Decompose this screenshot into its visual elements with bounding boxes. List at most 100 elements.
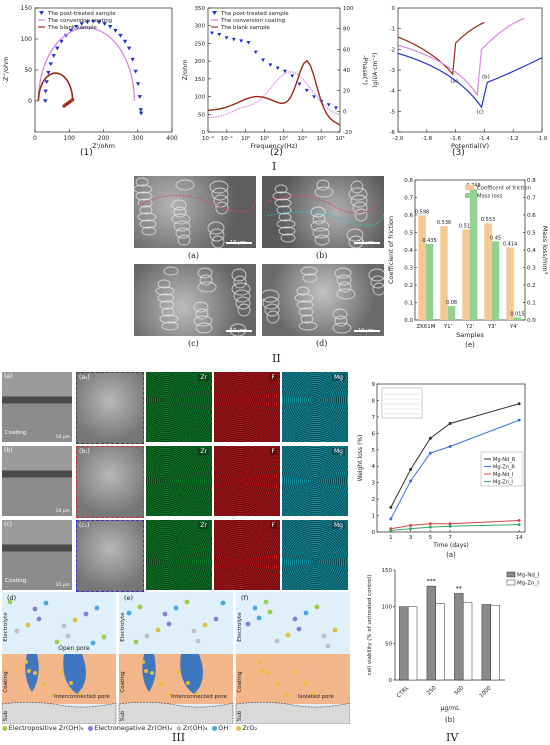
particle bbox=[137, 604, 143, 610]
data-point-blank bbox=[64, 103, 68, 107]
particle bbox=[263, 599, 269, 605]
data-point-post-treated bbox=[126, 46, 132, 51]
data-point-post-treated bbox=[91, 19, 96, 24]
y2-tick-label: -20 bbox=[343, 130, 352, 136]
y-tick-label: 0.2 bbox=[404, 283, 413, 289]
y2-axis-label: -Phase(°) bbox=[361, 55, 369, 85]
sem-grain bbox=[157, 293, 175, 303]
particle bbox=[25, 622, 31, 628]
y2-tick-label: 0.6 bbox=[527, 213, 536, 219]
x-tick-label: 3 bbox=[409, 535, 413, 541]
particle bbox=[65, 633, 71, 639]
y-tick-label: 0 bbox=[202, 130, 206, 136]
data-point bbox=[389, 505, 393, 509]
y2-tick-label: 0.8 bbox=[527, 178, 536, 184]
y-axis-label: cell viability (% of untreated control) bbox=[367, 575, 373, 676]
edx-map-f: F bbox=[214, 446, 280, 516]
data-point-post-treated bbox=[231, 37, 236, 42]
sem-grain bbox=[235, 296, 251, 310]
sem-grain bbox=[197, 281, 217, 293]
data-point-post-treated bbox=[334, 106, 338, 110]
data-point-post-treated bbox=[282, 69, 287, 74]
zro2-particle bbox=[303, 681, 307, 685]
data-point-post-treated bbox=[44, 80, 49, 85]
y-tick-label: 50 bbox=[198, 112, 205, 118]
y-tick-label: -2 bbox=[390, 47, 395, 53]
legend-entry: Mg-Nd_R bbox=[493, 457, 516, 463]
x-tick-label: 100 bbox=[64, 135, 76, 142]
sem-grain bbox=[350, 194, 368, 208]
sem-scalebar-line bbox=[354, 330, 380, 332]
series-line-a bbox=[397, 21, 485, 76]
sem-grain bbox=[260, 289, 280, 303]
sem-grain bbox=[237, 303, 251, 317]
particle bbox=[274, 638, 280, 644]
sem-grain bbox=[276, 205, 292, 215]
sem-scalebar-d: 10 µm bbox=[358, 328, 375, 334]
data-point-blank bbox=[66, 101, 70, 105]
edx-row-label: (b) bbox=[4, 447, 13, 454]
sem-grain bbox=[171, 213, 191, 225]
data-label: 0.536 bbox=[437, 220, 451, 226]
x-tick-label: ZK61M bbox=[416, 324, 435, 330]
zro2-particle bbox=[168, 693, 172, 697]
data-point-post-treated bbox=[210, 31, 214, 35]
y-tick-label: 9 bbox=[372, 382, 376, 388]
bar bbox=[407, 606, 418, 681]
particle bbox=[296, 626, 302, 632]
sem-grain bbox=[141, 226, 157, 236]
sem-image-d bbox=[262, 264, 384, 336]
zro2-particle bbox=[195, 692, 199, 696]
sem-grain bbox=[350, 180, 364, 194]
data-point-post-treated bbox=[85, 20, 90, 25]
data-point-post-treated bbox=[326, 103, 331, 107]
y2-tick-label: 0.2 bbox=[527, 283, 536, 289]
data-point-post-treated bbox=[102, 22, 107, 26]
data-point bbox=[517, 518, 521, 522]
sem-grain bbox=[209, 180, 229, 194]
data-point-post-treated bbox=[59, 39, 64, 44]
y-tick-label: 200 bbox=[195, 59, 206, 65]
y-tick-label: 4 bbox=[372, 464, 376, 470]
edx-row: (a) Coating 10 µm (a₁) Zr F Mg bbox=[2, 372, 350, 444]
schematic-note: Isolated pore bbox=[298, 694, 335, 700]
particle bbox=[36, 616, 42, 622]
particle bbox=[325, 643, 331, 649]
layer-label: Electrolyte bbox=[120, 612, 126, 642]
particle bbox=[90, 640, 96, 646]
sem-grain bbox=[231, 282, 251, 296]
sem-scalebar-c: 10 µm bbox=[230, 328, 247, 334]
layer-label: Sub bbox=[3, 710, 9, 721]
y-axis-label: Coefficient of friction bbox=[387, 216, 395, 284]
sem-grain bbox=[171, 199, 187, 211]
bar bbox=[491, 241, 500, 320]
weight-loss-chart: 0 1 2 3 4 5 6 7 8 9 1 3 5 7 14 Time (days) Weight loss (… bbox=[357, 382, 526, 559]
y2-tick-label: 20 bbox=[343, 89, 350, 95]
particle bbox=[303, 610, 309, 616]
curve-label-b: (b) bbox=[482, 74, 490, 80]
x-tick-label: -1.4 bbox=[479, 136, 490, 142]
x-axis-label: Time (days) bbox=[432, 542, 468, 549]
coating-region bbox=[2, 654, 116, 704]
zro2-particle bbox=[144, 669, 148, 673]
legend-dot: ● bbox=[2, 724, 8, 732]
data-label: 0.435 bbox=[422, 238, 436, 244]
coating-label: Coating bbox=[5, 578, 27, 584]
y-tick-label: 0.5 bbox=[404, 231, 413, 237]
zro2-particle bbox=[258, 660, 262, 664]
particle bbox=[166, 621, 172, 627]
particle bbox=[83, 611, 89, 617]
particle bbox=[191, 628, 197, 634]
series-line-c bbox=[397, 52, 543, 109]
legend-swatch bbox=[506, 579, 516, 586]
sem-grain bbox=[302, 273, 318, 283]
y-tick-label: 2 bbox=[372, 497, 376, 503]
edx-sub-label: (c₁) bbox=[79, 522, 90, 529]
zro2-particle bbox=[276, 682, 280, 686]
data-point-post-treated bbox=[43, 99, 48, 103]
y-tick-label: 6 bbox=[372, 431, 376, 437]
inset-table bbox=[381, 387, 423, 419]
data-point-blank bbox=[67, 100, 71, 104]
data-point-post-treated bbox=[253, 50, 258, 55]
sem-grain bbox=[316, 179, 330, 191]
